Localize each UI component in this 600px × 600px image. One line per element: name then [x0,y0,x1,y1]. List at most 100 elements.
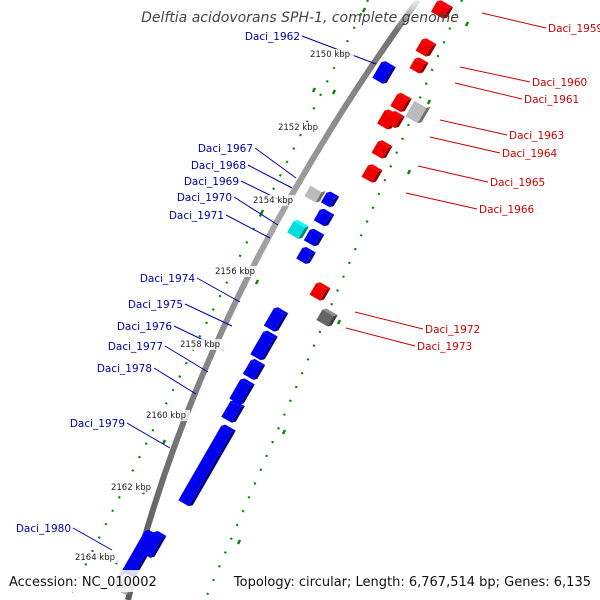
leader-line [225,214,271,239]
gene-daci_1977 [242,358,266,380]
gene-daci_1959 [430,0,454,19]
ruler-label-bg [142,410,190,421]
leader-line [196,277,241,303]
leader-line [439,119,508,136]
ruler-tick-4 [259,209,265,215]
gene-label[interactable]: Daci_1980 [16,523,71,535]
gene-daci_1979 [178,424,236,507]
gene-daci_1978 [229,378,255,405]
gene-daci_1969 [313,208,335,227]
ruler-tick-3 [406,169,412,175]
ruler-label-bg [107,482,155,493]
gene-label[interactable]: Daci_1975 [128,299,183,311]
ruler-label: 2154 kbp [253,196,293,206]
gene-daci_1965 [361,164,383,183]
gene-feature-extra-1 [385,110,405,128]
gene-label[interactable]: Daci_1972 [425,324,480,336]
ruler-tick-9 [281,429,287,435]
gene-label[interactable]: Daci_1962 [245,31,300,43]
ruler-tick-11 [236,539,242,545]
leader-line [233,196,279,226]
leader-line [126,422,171,449]
ruler-tick-6 [336,319,342,325]
gene-daci_1973 [316,308,338,327]
ruler-label: 2156 kbp [215,267,255,277]
gene-feature-extra-2 [221,400,245,423]
ruler-label: 2150 kbp [310,50,350,60]
gene-label[interactable]: Daci_1978 [97,363,152,375]
leader-line [247,164,293,189]
gene-label[interactable]: Daci_1970 [177,192,232,204]
ruler-tick-2 [311,87,317,93]
ruler-label-bg [176,339,224,350]
ruler-label: 2152 kbp [278,123,318,133]
ruler-tick-13 [331,89,337,95]
gene-daci_1963 [405,99,431,124]
leader-line [153,367,197,395]
guide-reverse-outer [203,0,464,600]
leader-line [454,82,523,100]
leader-line [481,12,547,29]
gene-daci_1968 [320,191,340,208]
gene-daci_1964 [371,140,393,159]
gene-label[interactable]: Daci_1964 [502,148,558,160]
ruler-tick-0 [361,7,367,13]
ruler-label: 2158 kbp [180,340,220,350]
leader-line [354,311,424,330]
ruler-tick-5 [254,279,260,285]
leader-line [184,303,233,327]
gene-label[interactable]: Daci_1979 [70,418,125,430]
leader-line [164,345,209,373]
guide-forward-outer [67,0,369,600]
leader-line [417,165,489,183]
ruler-tick-8 [161,439,167,445]
gene-daci_1961 [409,57,429,74]
ruler-tick-14 [426,99,432,105]
gene-daci_1974 [296,246,316,264]
gene-labels: Daci_1959 Daci_1960 Daci_1961 Daci_1962 Daci… [16,12,600,551]
leader-line [72,527,113,551]
gene-daci_1967 [304,184,326,203]
gene-label[interactable]: Daci_1973 [417,341,472,353]
gene-label[interactable]: Daci_1971 [169,210,224,222]
ruler-label-bg [71,552,119,563]
gene-label[interactable]: Daci_1959 [548,23,600,35]
gene-label[interactable]: Daci_1976 [117,321,173,333]
gene-label[interactable]: Daci_1966 [479,204,535,216]
gene-label[interactable]: Daci_1968 [191,160,246,172]
leader-line [254,147,297,179]
ruler-label: 2160 kbp [146,411,186,421]
leader-line [345,327,416,347]
gene-daci_1960 [415,38,437,57]
ruler-label-bg [249,195,297,206]
ruler-label: 2164 kbp [75,553,115,563]
gene-daci_1971 [303,228,325,247]
gene-daci_1972 [309,282,331,301]
accession-text: Accession: NC_010002 [9,575,157,590]
gene-label[interactable]: Daci_1960 [532,77,587,89]
gene-label[interactable]: Daci_1965 [490,177,545,189]
gene-label[interactable]: Daci_1977 [108,341,163,353]
gene-daci_1975 [263,307,289,332]
gene-label[interactable]: Daci_1963 [509,130,564,142]
ruler-label-bg [274,122,322,133]
ruler-label: 2162 kbp [111,483,151,493]
topology-bg [256,570,596,592]
accession-bg [4,570,152,592]
leader-line [429,136,501,154]
gene-label[interactable]: Daci_1969 [184,176,239,188]
map-title: Delftia acidovorans SPH-1, complete geno… [141,10,459,26]
gene-feature-extra-3 [141,531,167,558]
gene-label[interactable]: Daci_1974 [140,273,196,285]
gene-label[interactable]: Daci_1967 [198,143,253,155]
ruler-label-bg [211,266,259,277]
leader-line [405,192,478,210]
ruler-labels: 2150 kbp 2152 kbp 2154 kbp 2156 kbp 2158 kbp… [71,49,354,563]
leader-line [459,66,531,83]
ruler-tick-1 [464,21,470,27]
gene-label[interactable]: Daci_1961 [524,94,579,106]
gene-daci_1976 [250,330,278,361]
gene-daci_1962 [372,61,396,84]
gene-daci_1970 [287,220,309,239]
